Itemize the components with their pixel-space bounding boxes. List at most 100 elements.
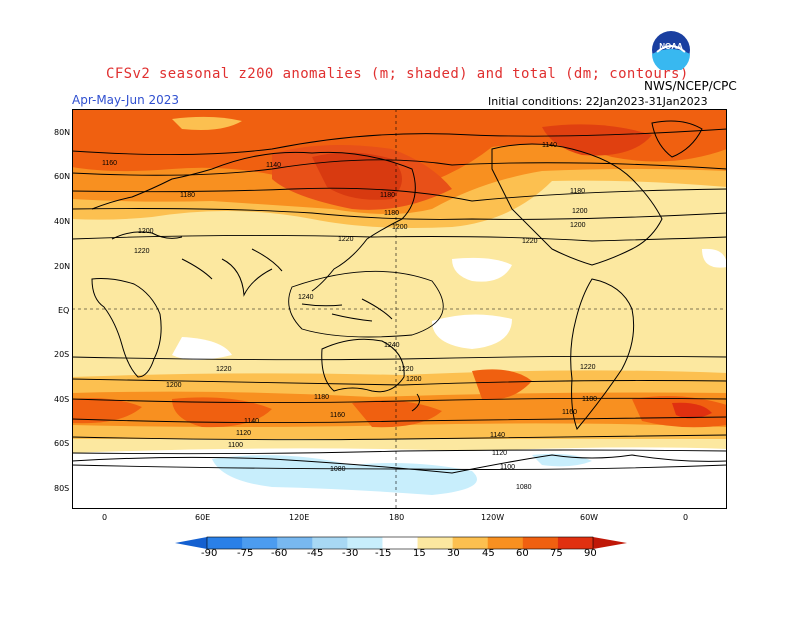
contour-label: 1140 [490, 432, 505, 439]
anomaly-60-75-fill [472, 369, 532, 400]
lon-label: 120W [481, 513, 505, 522]
coastlines [72, 120, 727, 474]
logo-text: NOAA [659, 42, 683, 51]
lon-label: 120E [289, 513, 310, 522]
lat-label: 20S [54, 350, 70, 359]
colorbar-cell [277, 537, 313, 549]
contour-label: 1240 [298, 294, 314, 301]
contour-label: 1140 [542, 142, 557, 149]
colorbar-arrow-high [593, 537, 627, 549]
contour-label: 1180 [180, 192, 195, 199]
contour-label: 1220 [398, 366, 414, 373]
anomaly-neutral-fill [702, 248, 727, 268]
colorbar-label: 15 [413, 548, 426, 559]
colorbar-label: -60 [271, 548, 288, 559]
contour-labels: 1160 1140 1180 1180 1200 1220 1180 1200 … [102, 142, 597, 491]
anomaly-60-75-fill [172, 397, 272, 428]
anomaly-map: 1160 1140 1180 1180 1200 1220 1180 1200 … [72, 109, 727, 513]
anomaly-negative-fill [212, 455, 477, 495]
contour-label: 1200 [406, 376, 422, 383]
contour-label: 1200 [572, 208, 588, 215]
anomaly-75-fill [672, 402, 712, 419]
contour-label: 1180 [384, 210, 399, 217]
colorbar-cell [382, 537, 419, 549]
colorbar-arrow-low [175, 537, 207, 549]
colorbar-label: 75 [550, 548, 563, 559]
colorbar-label: -30 [342, 548, 359, 559]
lat-label: 60S [54, 439, 70, 448]
colorbar-cell [452, 537, 489, 549]
chart-title: CFSv2 seasonal z200 anomalies (m; shaded… [106, 66, 689, 82]
contour-label: 1140 [244, 418, 259, 425]
map-grid [72, 109, 727, 509]
contour-label: 1120 [492, 450, 507, 457]
colorbar-cell [347, 537, 383, 549]
lat-label: 20N [54, 262, 71, 271]
contour-label: 1140 [266, 162, 281, 169]
colorbar-label: 90 [584, 548, 597, 559]
colorbar-cell [417, 537, 454, 549]
lon-label: 0 [683, 513, 689, 522]
colorbar-cell [522, 537, 559, 549]
anomaly-negative-fill [532, 453, 592, 467]
colorbar-label: -45 [307, 548, 324, 559]
contour-label: 1160 [562, 409, 577, 416]
contour-label: 1180 [582, 396, 597, 403]
contour-label: 1240 [384, 342, 400, 349]
contour-label: 1160 [330, 412, 345, 419]
anomaly-small-fill [172, 116, 242, 130]
lon-label: 60E [195, 513, 211, 522]
colorbar-frame [206, 536, 594, 550]
anomaly-60-75-fill [72, 398, 142, 424]
contour-label: 1220 [134, 248, 150, 255]
contour-label: 1220 [216, 366, 232, 373]
contour-label: 1200 [166, 382, 182, 389]
initial-conditions: Initial conditions: 22Jan2023-31Jan2023 [488, 95, 708, 108]
map-frame [72, 109, 727, 509]
colorbar-label: -75 [237, 548, 254, 559]
lat-label: 80S [54, 484, 70, 493]
colorbar-cell [487, 537, 524, 549]
contour-label: 1180 [314, 394, 329, 401]
anomaly-neutral-fill [172, 337, 232, 360]
contour-label: 1100 [228, 442, 243, 449]
contour-label: 1180 [380, 192, 395, 199]
lat-label: 40S [54, 395, 70, 404]
contour-label: 1120 [236, 430, 251, 437]
lat-label: EQ [58, 306, 70, 315]
contour-label: 1080 [330, 466, 346, 473]
height-contours [72, 128, 727, 470]
contour-label: 1200 [570, 222, 586, 229]
contour-label: 1220 [580, 364, 596, 371]
forecast-period: Apr-May-Jun 2023 [72, 93, 180, 107]
agency-label: NWS/NCEP/CPC [644, 79, 737, 93]
lat-label: 80N [54, 128, 71, 137]
colorbar-label: -90 [201, 548, 218, 559]
lon-label: 0 [102, 513, 108, 522]
anomaly-neutral-fill [432, 314, 512, 349]
contour-label: 1220 [338, 236, 354, 243]
noaa-logo-icon: NOAA [651, 30, 691, 74]
colorbar-cell [312, 537, 348, 549]
lat-label: 40N [54, 217, 71, 226]
contour-label: 1200 [392, 224, 408, 231]
colorbar-label: 60 [516, 548, 529, 559]
contour-label: 1220 [522, 238, 538, 245]
contour-label: 1080 [516, 484, 532, 491]
lon-label: 180 [389, 513, 405, 522]
anomaly-arctic-max [542, 124, 652, 156]
lat-label: 60N [54, 172, 71, 181]
colorbar [175, 535, 627, 554]
colorbar-label: 30 [447, 548, 460, 559]
contour-label: 1200 [138, 228, 154, 235]
anomaly-neutral-fill [452, 257, 512, 282]
colorbar-cell [557, 537, 594, 549]
colorbar-label: 45 [482, 548, 495, 559]
colorbar-label: -15 [375, 548, 392, 559]
colorbar-cell [207, 537, 243, 549]
contour-label: 1100 [500, 464, 515, 471]
colorbar-cell [242, 537, 278, 549]
contour-label: 1160 [102, 160, 117, 167]
contour-label: 1180 [570, 188, 585, 195]
lon-label: 60W [580, 513, 599, 522]
